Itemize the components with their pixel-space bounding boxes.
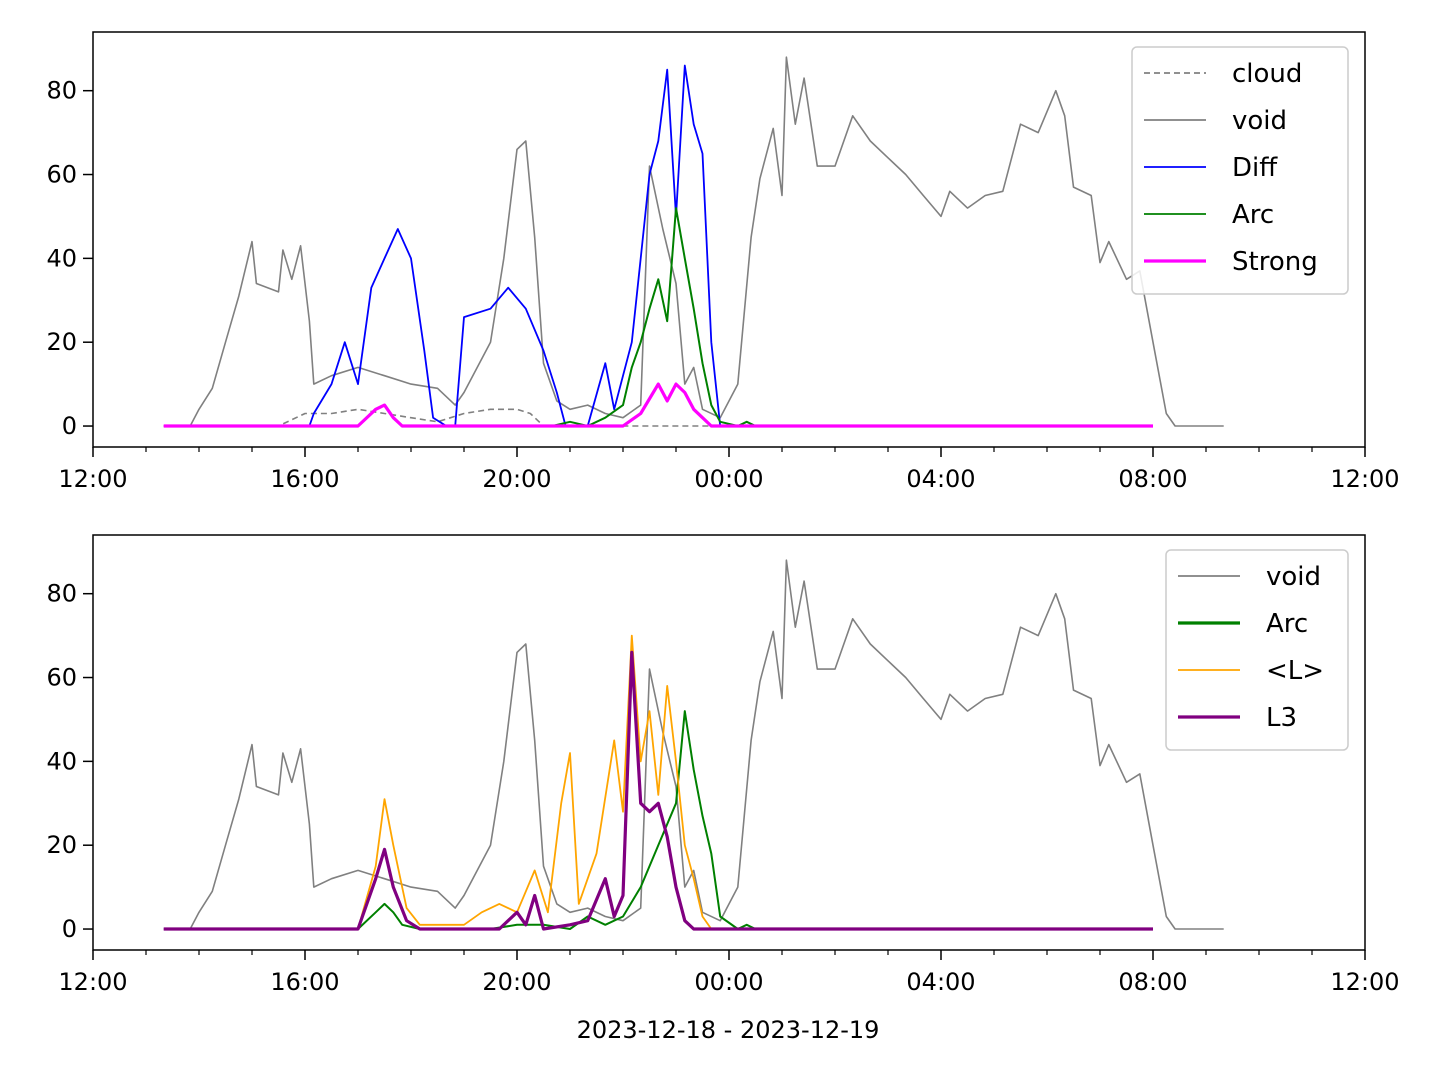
bottom-chart-legend-label-l3: L3 xyxy=(1266,703,1297,733)
bottom-chart-series-l xyxy=(357,634,729,930)
top-chart-legend-label-cloud: cloud xyxy=(1232,59,1302,89)
bottom-chart-legend-label-l: <L> xyxy=(1266,656,1324,686)
bottom-chart-series-arc xyxy=(340,710,756,930)
top-chart-series xyxy=(163,56,1224,428)
top-chart-series-cloud xyxy=(163,408,1153,427)
bottom-chart-xtick-label: 04:00 xyxy=(906,968,975,996)
top-chart-xtick-label: 04:00 xyxy=(906,465,975,493)
top-chart-xtick-label: 00:00 xyxy=(694,465,763,493)
bottom-chart-axes: 12:00 16:00 20:00 00:00 04:00 08:00 12:00 0 20 40… xyxy=(46,580,1399,996)
top-chart-series-void xyxy=(163,56,1224,427)
top-chart-legend-label-strong: Strong xyxy=(1232,247,1318,277)
bottom-chart-ytick-label: 80 xyxy=(46,580,77,608)
bottom-chart-xtick-label: 08:00 xyxy=(1118,968,1187,996)
bottom-chart-legend-label-arc: Arc xyxy=(1266,609,1308,639)
bottom-chart-xtick-label: 12:00 xyxy=(58,968,127,996)
bottom-chart-series-void xyxy=(163,559,1224,930)
bottom-chart-legend-box xyxy=(1165,549,1349,751)
bottom-chart-ytick-label: 0 xyxy=(62,915,77,943)
top-chart-xtick-label: 12:00 xyxy=(1330,465,1399,493)
top-chart-legend: cloud void Diff Arc Strong xyxy=(1131,46,1349,295)
bottom-chart-series xyxy=(163,559,1224,931)
top-chart-xtick-label: 12:00 xyxy=(58,465,127,493)
top-chart-legend-box xyxy=(1131,46,1349,295)
top-chart-legend-label-arc: Arc xyxy=(1232,200,1274,230)
top-chart-axes: 12:00 16:00 20:00 00:00 04:00 08:00 12:00 0 20 40… xyxy=(46,77,1399,493)
top-chart-panel: 12:00 16:00 20:00 00:00 04:00 08:00 12:00 0 20 40… xyxy=(46,31,1400,493)
bottom-chart-xtick-label: 12:00 xyxy=(1330,968,1399,996)
bottom-chart-panel: 12:00 16:00 20:00 00:00 04:00 08:00 12:00 0 20 40… xyxy=(46,534,1400,996)
top-chart-series-arc xyxy=(552,207,756,427)
top-chart-xtick-label: 16:00 xyxy=(270,465,339,493)
bottom-chart-legend: void Arc <L> L3 xyxy=(1165,549,1349,751)
top-chart-xtick-label: 20:00 xyxy=(482,465,551,493)
top-chart-ytick-label: 60 xyxy=(46,161,77,189)
top-chart-legend-label-void: void xyxy=(1232,106,1287,136)
bottom-chart-ytick-label: 20 xyxy=(46,831,77,859)
top-chart-legend-label-diff: Diff xyxy=(1232,153,1278,183)
bottom-chart-xtick-label: 16:00 xyxy=(270,968,339,996)
top-chart-ytick-label: 0 xyxy=(62,412,77,440)
bottom-chart-series-l3 xyxy=(163,650,1153,931)
bottom-chart-ytick-label: 40 xyxy=(46,747,77,775)
bottom-chart-xlabel: 2023-12-18 - 2023-12-19 xyxy=(577,1016,880,1044)
bottom-chart-ytick-label: 60 xyxy=(46,664,77,692)
bottom-chart-legend-label-void: void xyxy=(1266,562,1321,592)
bottom-chart-xtick-label: 00:00 xyxy=(694,968,763,996)
top-chart-series-strong xyxy=(163,382,1153,428)
top-chart-xtick-label: 08:00 xyxy=(1118,465,1187,493)
bottom-chart-xtick-label: 20:00 xyxy=(482,968,551,996)
top-chart-ytick-label: 80 xyxy=(46,77,77,105)
top-chart-series-diff xyxy=(308,64,756,427)
top-chart-ytick-label: 40 xyxy=(46,244,77,272)
top-chart-ytick-label: 20 xyxy=(46,328,77,356)
